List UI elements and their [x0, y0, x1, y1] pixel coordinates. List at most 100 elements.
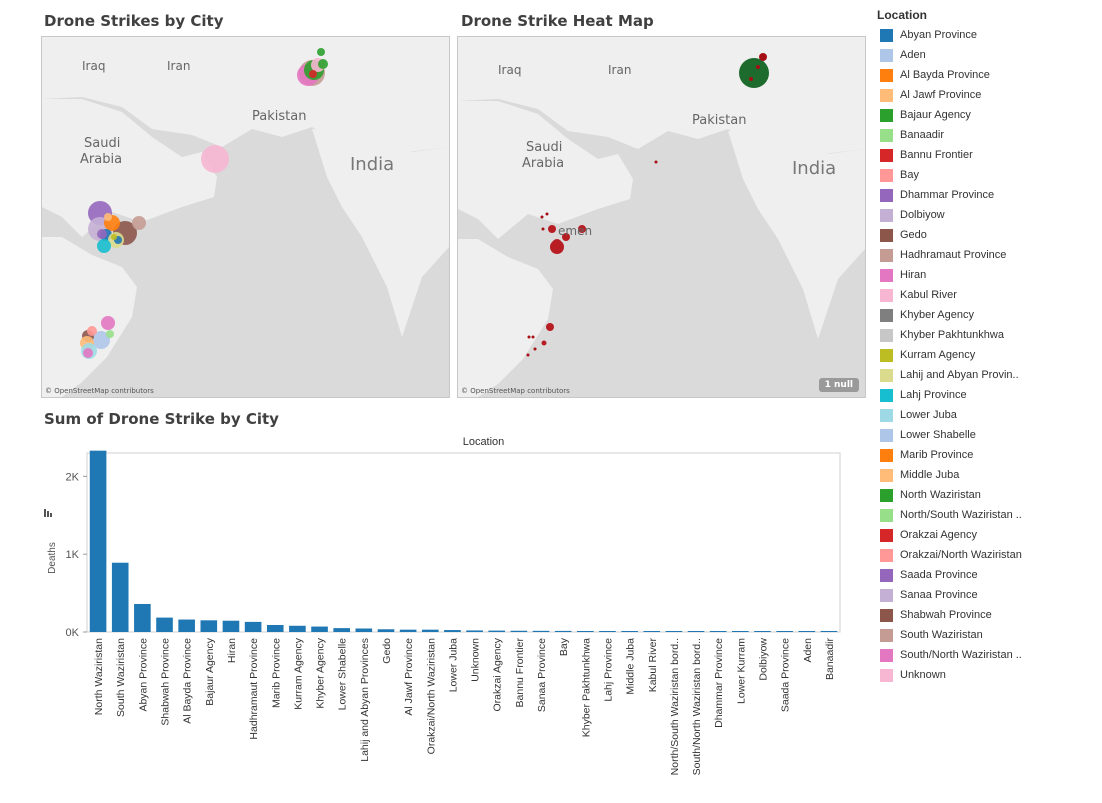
x-tick-label: Lower Juba [447, 638, 459, 692]
map2-title: Drone Strike Heat Map [461, 12, 654, 30]
legend-label: Hiran [900, 269, 927, 281]
map-marker[interactable] [309, 70, 317, 78]
bar[interactable] [554, 630, 572, 632]
legend-item[interactable]: Gedo [877, 225, 1099, 245]
bar[interactable] [466, 630, 483, 632]
heat-point [540, 215, 544, 219]
map-marker[interactable] [111, 234, 117, 240]
legend-item[interactable]: Dhammar Province [877, 185, 1099, 205]
bar[interactable] [776, 631, 793, 632]
map-marker[interactable] [318, 59, 328, 69]
map-marker[interactable] [83, 348, 93, 358]
map-marker[interactable] [92, 331, 110, 349]
map-marker[interactable] [97, 239, 111, 253]
legend-item[interactable]: Aden [877, 45, 1099, 65]
legend-item[interactable]: Lahij and Abyan Provin.. [877, 365, 1099, 385]
map-marker[interactable] [97, 229, 107, 239]
bar[interactable] [421, 629, 439, 632]
bar[interactable] [577, 630, 594, 632]
bar[interactable] [444, 630, 461, 632]
map1-label-arabia: Arabia [80, 152, 122, 167]
bar[interactable] [222, 620, 240, 632]
legend-item[interactable]: Dolbiyow [877, 205, 1099, 225]
legend-item[interactable]: Lower Shabelle [877, 425, 1099, 445]
legend-item[interactable]: Sanaa Province [877, 585, 1099, 605]
bar[interactable] [621, 631, 638, 632]
legend-item[interactable]: Orakzai Agency [877, 525, 1099, 545]
legend-label: Orakzai Agency [900, 529, 978, 541]
bar[interactable] [599, 631, 616, 632]
legend-item[interactable]: Al Bayda Province [877, 65, 1099, 85]
legend-item[interactable]: North Waziristan [877, 485, 1099, 505]
legend-item[interactable]: Kabul River [877, 285, 1099, 305]
legend-item[interactable]: Banaadir [877, 125, 1099, 145]
bar[interactable] [134, 603, 151, 632]
legend-item[interactable]: Al Jawf Province [877, 85, 1099, 105]
bar[interactable] [687, 631, 705, 632]
bar[interactable] [289, 625, 306, 632]
legend-item[interactable]: Bay [877, 165, 1099, 185]
legend-item[interactable]: Kurram Agency [877, 345, 1099, 365]
bar[interactable] [488, 630, 506, 632]
map-marker[interactable] [106, 330, 114, 338]
legend-item[interactable]: Shabwah Province [877, 605, 1099, 625]
axis-icon [44, 509, 46, 517]
legend-item[interactable]: Lower Juba [877, 405, 1099, 425]
legend-item[interactable]: Orakzai/North Waziristan [877, 545, 1099, 565]
map1-credit: © OpenStreetMap contributors [45, 387, 154, 395]
legend-item[interactable]: Marib Province [877, 445, 1099, 465]
legend-item[interactable]: Middle Juba [877, 465, 1099, 485]
bar[interactable] [311, 626, 328, 632]
map-marker[interactable] [104, 213, 112, 221]
map-marker[interactable] [317, 48, 325, 56]
legend-item[interactable]: Unknown [877, 665, 1099, 685]
bar[interactable] [111, 562, 129, 632]
heat-map[interactable]: Iraq Iran Pakistan Saudi Arabia India em… [457, 36, 866, 398]
legend-item[interactable]: Hiran [877, 265, 1099, 285]
map-marker[interactable] [101, 316, 115, 330]
legend-item[interactable]: North/South Waziristan .. [877, 505, 1099, 525]
map-marker[interactable] [201, 145, 229, 173]
bar[interactable] [200, 620, 218, 632]
legend-swatch [880, 328, 893, 342]
heat-point [759, 53, 767, 61]
bar[interactable] [643, 631, 661, 632]
legend-item[interactable]: Bajaur Agency [877, 105, 1099, 125]
bar[interactable] [89, 450, 107, 632]
bar[interactable] [333, 628, 350, 632]
bar[interactable] [266, 624, 284, 632]
bar[interactable] [355, 628, 373, 632]
legend-item[interactable]: South Waziristan [877, 625, 1099, 645]
bar[interactable] [754, 631, 771, 632]
bar[interactable] [510, 630, 528, 632]
bar[interactable] [532, 630, 550, 632]
x-tick-label: Gedo [381, 638, 393, 664]
heat-point [545, 212, 549, 216]
legend-item[interactable]: Hadhramaut Province [877, 245, 1099, 265]
map-marker[interactable] [132, 216, 146, 230]
bar[interactable] [665, 631, 683, 632]
bar[interactable] [798, 631, 816, 632]
legend-title: Location [877, 8, 927, 22]
bar[interactable] [399, 629, 417, 632]
legend-item[interactable]: Saada Province [877, 565, 1099, 585]
legend-swatch [880, 128, 893, 142]
bar[interactable] [244, 621, 262, 632]
bar[interactable] [156, 617, 173, 632]
bar[interactable] [377, 629, 395, 632]
map-marker[interactable] [87, 326, 97, 336]
legend-item[interactable]: Lahj Province [877, 385, 1099, 405]
bar[interactable] [178, 619, 195, 632]
legend-label: Al Jawf Province [900, 89, 982, 101]
legend-item[interactable]: Khyber Pakhtunkhwa [877, 325, 1099, 345]
legend-item[interactable]: Khyber Agency [877, 305, 1099, 325]
legend-item[interactable]: Abyan Province [877, 25, 1099, 45]
legend-item[interactable]: Bannu Frontier [877, 145, 1099, 165]
bar[interactable] [709, 631, 727, 632]
legend-item[interactable]: South/North Waziristan .. [877, 645, 1099, 665]
legend: Location Abyan Province Aden Al Bayda Prov… [877, 8, 1099, 685]
bar[interactable] [820, 631, 838, 632]
bar[interactable] [732, 631, 749, 632]
drone-strikes-map[interactable]: Iraq Iran Pakistan Saudi Arabia India © … [41, 36, 450, 398]
null-badge[interactable]: 1 null [818, 378, 859, 392]
